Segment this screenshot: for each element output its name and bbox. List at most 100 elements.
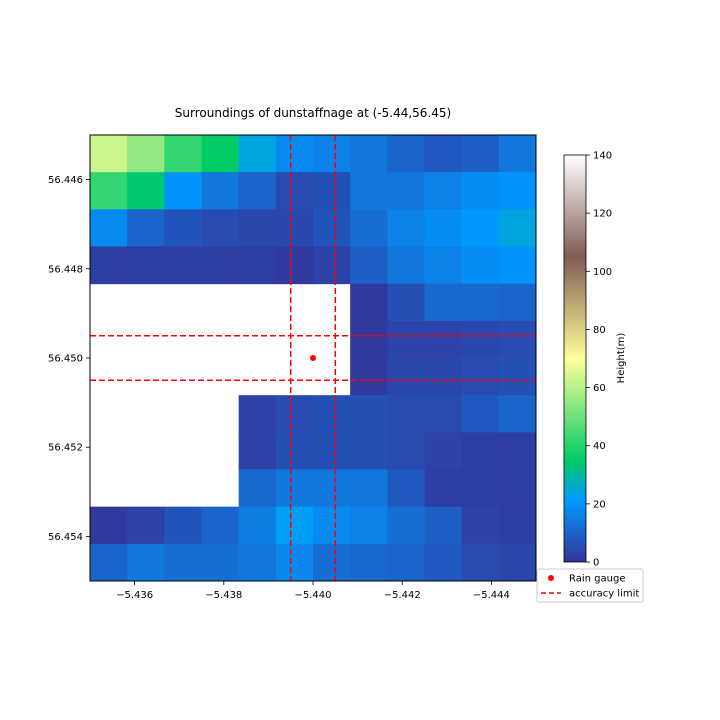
heatmap-cell	[461, 432, 500, 470]
heatmap-cell	[498, 135, 537, 173]
heatmap-cell	[313, 506, 351, 545]
heatmap-cell	[201, 246, 240, 285]
heatmap-cell	[387, 246, 425, 285]
heatmap-cell	[238, 543, 277, 582]
heatmap-cell	[164, 543, 202, 582]
x-axis: −5.436 −5.438 −5.440 −5.442 −5.444	[116, 581, 510, 601]
heatmap-cell	[424, 283, 463, 322]
heatmap-cell	[90, 209, 128, 247]
heatmap-cell	[350, 135, 388, 173]
rain-gauge-layer	[90, 135, 536, 581]
heatmap-cell	[350, 432, 388, 470]
heatmap-cell	[350, 283, 388, 322]
heatmap-cell	[387, 543, 425, 582]
heatmap-cell	[350, 395, 388, 433]
heatmap-cell	[350, 543, 388, 582]
heatmap-cell	[387, 506, 425, 545]
heatmap-cell	[461, 543, 500, 582]
heatmap-cell	[127, 506, 165, 545]
heatmap-cell	[498, 172, 537, 210]
heatmap-cell	[387, 320, 425, 359]
y-tick-label: 56.450	[48, 354, 83, 365]
colorbar	[563, 154, 587, 563]
heatmap-cell	[127, 172, 165, 210]
rain-gauge-marker	[310, 355, 316, 361]
heatmap-cell	[461, 135, 500, 173]
heatmap-cell	[90, 172, 128, 210]
heatmap-cell	[461, 358, 500, 396]
heatmap-cell	[461, 283, 500, 322]
heatmap-cell	[387, 358, 425, 396]
heatmap-cell	[461, 506, 500, 545]
heatmap-cell	[238, 209, 277, 247]
heatmap-cell	[424, 432, 463, 470]
heatmap-cell	[424, 320, 463, 359]
heatmap-cell	[424, 506, 463, 545]
x-tick-label: −5.438	[205, 590, 242, 601]
colorbar-tick-label: 40	[593, 441, 606, 452]
heatmap-cell	[313, 543, 351, 582]
heatmap-cell	[238, 246, 277, 285]
heatmap-cell	[498, 358, 537, 396]
heatmap-cell	[275, 246, 314, 285]
heatmap-cell	[350, 209, 388, 247]
y-tick-label: 56.448	[48, 264, 83, 275]
heatmap-cell	[313, 135, 351, 173]
heatmap-cell	[238, 432, 277, 470]
heatmap-cell	[424, 358, 463, 396]
heatmap-cell	[461, 209, 500, 247]
heatmap-cell	[201, 172, 240, 210]
heatmap-cell	[424, 543, 463, 582]
heatmap-cell	[313, 172, 351, 210]
heatmap-cell	[461, 246, 500, 285]
heatmap-cell	[498, 469, 537, 508]
heatmap-cell	[424, 246, 463, 285]
heatmap-cell	[201, 543, 240, 582]
heatmap-cell	[313, 209, 351, 247]
heatmap-cell	[238, 395, 277, 433]
heatmap-cell	[164, 246, 202, 285]
heatmap-cell	[387, 469, 425, 508]
heatmap-cell	[461, 320, 500, 359]
colorbar-tick-label: 120	[593, 209, 612, 220]
heatmap-cell	[424, 209, 463, 247]
colorbar-tick-label: 140	[593, 151, 612, 162]
heatmap-cell	[275, 506, 314, 545]
colorbar-tick-label: 100	[593, 267, 612, 278]
heatmap-cell	[461, 395, 500, 433]
heatmap-cell	[164, 172, 202, 210]
colorbar-label: Height(m)	[616, 333, 627, 384]
heatmap-cell	[498, 506, 537, 545]
heatmap-cell	[238, 135, 277, 173]
heatmap-cell	[275, 543, 314, 582]
heatmap-cell	[387, 135, 425, 173]
legend-label-accuracy-limit: accuracy limit	[569, 589, 639, 600]
heatmap-cell	[387, 283, 425, 322]
heatmap-cell	[90, 506, 128, 545]
heatmap-cell	[201, 135, 240, 173]
x-tick-label: −5.436	[116, 590, 153, 601]
heatmap-cell	[313, 246, 351, 285]
heatmap-cell	[275, 209, 314, 247]
heatmap-cell	[350, 172, 388, 210]
colorbar-tick-label: 60	[593, 383, 606, 394]
heatmap-cell	[201, 506, 240, 545]
heatmap-cell	[498, 283, 537, 322]
heatmap-cell	[164, 209, 202, 247]
heatmap-cell	[127, 209, 165, 247]
heatmap-cell	[350, 358, 388, 396]
heatmap-cell	[201, 209, 240, 247]
heatmap-cell	[350, 469, 388, 508]
heatmap-cell	[387, 209, 425, 247]
heatmap-cell	[275, 395, 314, 433]
heatmap-cell	[90, 543, 128, 582]
heatmap-cell	[275, 432, 314, 470]
heatmap-cell	[275, 469, 314, 508]
legend-box	[536, 568, 644, 603]
heatmap-cell	[498, 543, 537, 582]
x-tick-label: −5.444	[473, 590, 510, 601]
y-tick-label: 56.446	[48, 175, 83, 186]
heatmap-cell	[498, 246, 537, 285]
x-tick-label: −5.442	[384, 590, 421, 601]
